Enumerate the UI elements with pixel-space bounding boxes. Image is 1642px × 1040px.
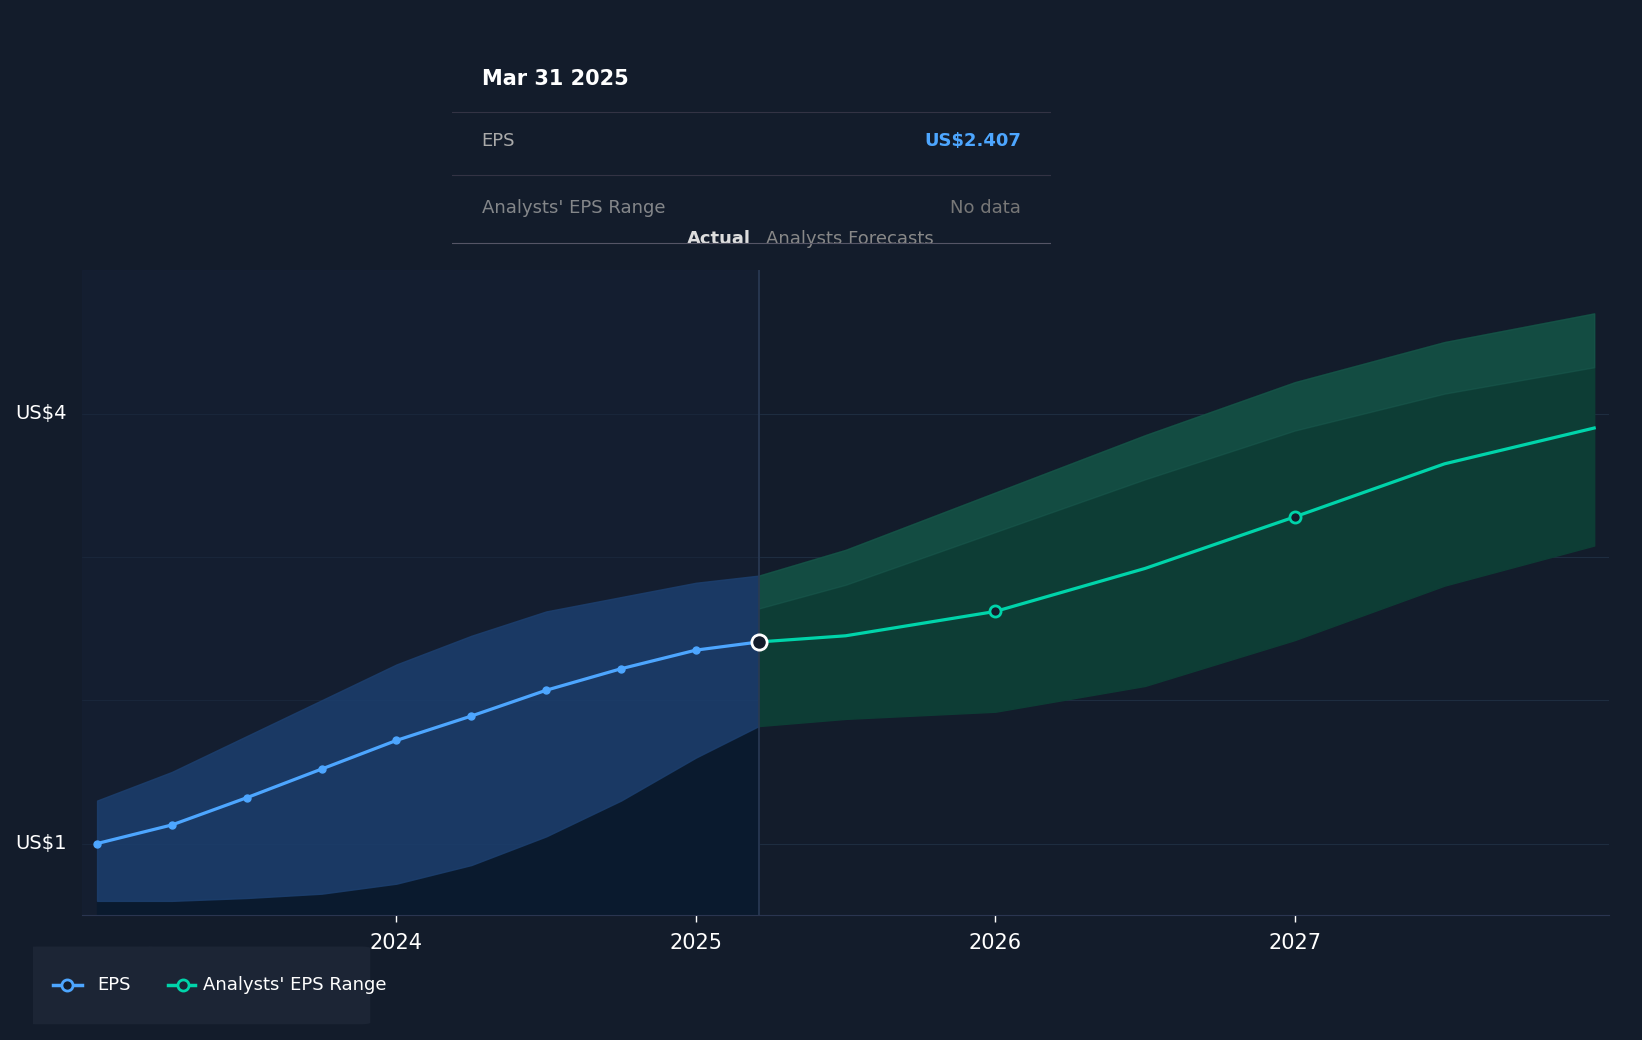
Text: No data: No data [951,199,1021,217]
Text: Analysts Forecasts: Analysts Forecasts [767,230,934,248]
Text: Analysts' EPS Range: Analysts' EPS Range [481,199,665,217]
Text: US$4: US$4 [15,405,67,423]
Text: EPS: EPS [97,977,130,994]
Text: Mar 31 2025: Mar 31 2025 [481,69,629,89]
Text: Actual: Actual [686,230,750,248]
Text: US$2.407: US$2.407 [924,132,1021,151]
Bar [82,270,759,915]
Text: Analysts' EPS Range: Analysts' EPS Range [204,977,386,994]
FancyBboxPatch shape [28,946,156,1024]
Text: EPS: EPS [481,132,516,151]
FancyBboxPatch shape [144,946,369,1024]
Text: US$1: US$1 [15,834,67,853]
